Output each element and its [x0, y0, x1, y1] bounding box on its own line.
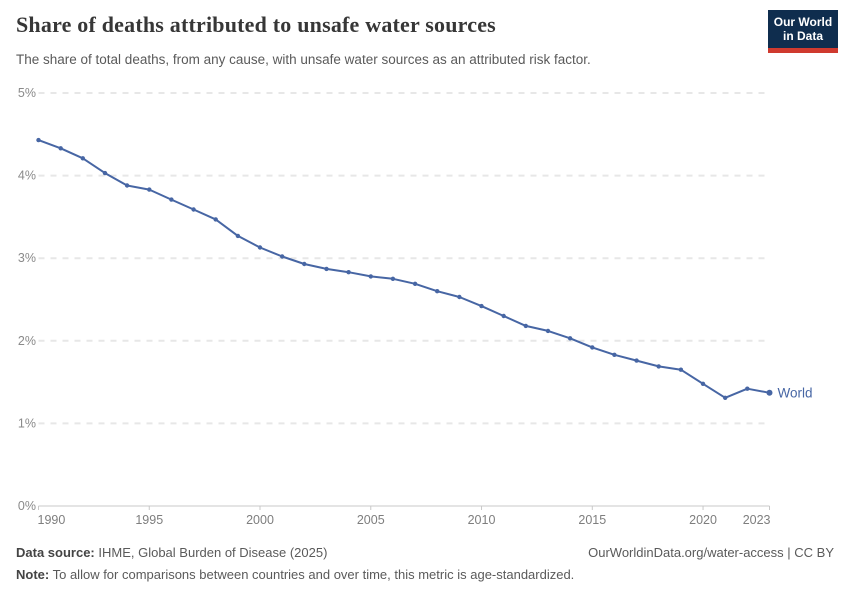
- y-tick-label: 0%: [18, 499, 36, 513]
- x-tick-label: 1995: [135, 513, 163, 527]
- x-tick-label: 2010: [468, 513, 496, 527]
- data-point: [191, 207, 196, 212]
- data-point: [324, 266, 329, 272]
- data-point: [36, 137, 41, 143]
- data-source-value: IHME, Global Burden of Disease (2025): [98, 545, 328, 560]
- data-point: [346, 270, 351, 275]
- data-point: [457, 294, 462, 300]
- chart-title: Share of deaths attributed to unsafe wat…: [16, 12, 496, 37]
- data-point: [147, 187, 152, 192]
- line-chart: 0% 1% 2% 3% 4% 5% 1990 1995 2000 2005 2010 2015 2020…: [18, 86, 813, 527]
- owid-logo: Our World in Data: [768, 10, 838, 53]
- y-tick-label: 1%: [18, 416, 36, 430]
- data-point: [58, 146, 63, 151]
- data-point: [590, 345, 595, 350]
- data-point: [280, 254, 285, 259]
- data-point: [213, 217, 218, 222]
- x-tick-label: 2005: [357, 513, 385, 527]
- data-point: [656, 364, 661, 369]
- chart-note-value: To allow for comparisons between countri…: [52, 567, 575, 582]
- chart-note: Note: To allow for comparisons between c…: [16, 567, 574, 582]
- data-point: [545, 328, 551, 334]
- data-point: [302, 261, 307, 267]
- x-tick-label: 2020: [689, 513, 717, 527]
- data-point: [124, 183, 130, 188]
- data-point: [435, 289, 440, 294]
- chart-subtitle: The share of total deaths, from any caus…: [16, 52, 591, 67]
- owid-logo-line1: Our World: [773, 15, 833, 29]
- data-point: [235, 233, 241, 239]
- data-point: [700, 381, 706, 386]
- data-source-label: Data source:: [16, 545, 95, 560]
- data-point: [479, 303, 484, 309]
- data-point: [634, 358, 639, 363]
- data-point: [612, 352, 617, 357]
- chart-footer: Data source: IHME, Global Burden of Dise…: [16, 542, 834, 586]
- data-point: [766, 389, 773, 396]
- data-source: Data source: IHME, Global Burden of Dise…: [16, 542, 327, 564]
- owid-url-link[interactable]: OurWorldinData.org/water-access | CC BY: [588, 545, 834, 560]
- data-point: [390, 276, 396, 281]
- y-tick-label: 4%: [18, 169, 36, 183]
- data-point: [80, 156, 86, 161]
- y-tick-label: 5%: [18, 86, 36, 100]
- series-end-label[interactable]: World: [778, 385, 813, 400]
- x-tick-label: 2000: [246, 513, 274, 527]
- data-point: [567, 336, 573, 341]
- x-tick-label: 2015: [578, 513, 606, 527]
- data-point: [169, 197, 174, 202]
- data-point: [523, 323, 528, 329]
- data-point: [745, 386, 750, 391]
- data-point: [723, 395, 728, 400]
- x-tick-label: 2023: [743, 513, 771, 527]
- y-tick-label: 2%: [18, 334, 36, 348]
- chart-note-label: Note:: [16, 567, 50, 582]
- data-line[interactable]: [37, 139, 771, 399]
- x-tick-label: 1990: [38, 513, 66, 527]
- y-tick-label: 3%: [18, 251, 36, 265]
- data-point: [678, 367, 684, 372]
- data-point: [102, 170, 108, 176]
- data-point: [257, 245, 263, 250]
- owid-logo-line2: in Data: [782, 29, 823, 43]
- data-point: [412, 281, 418, 286]
- data-point: [368, 274, 373, 279]
- data-point: [501, 313, 506, 319]
